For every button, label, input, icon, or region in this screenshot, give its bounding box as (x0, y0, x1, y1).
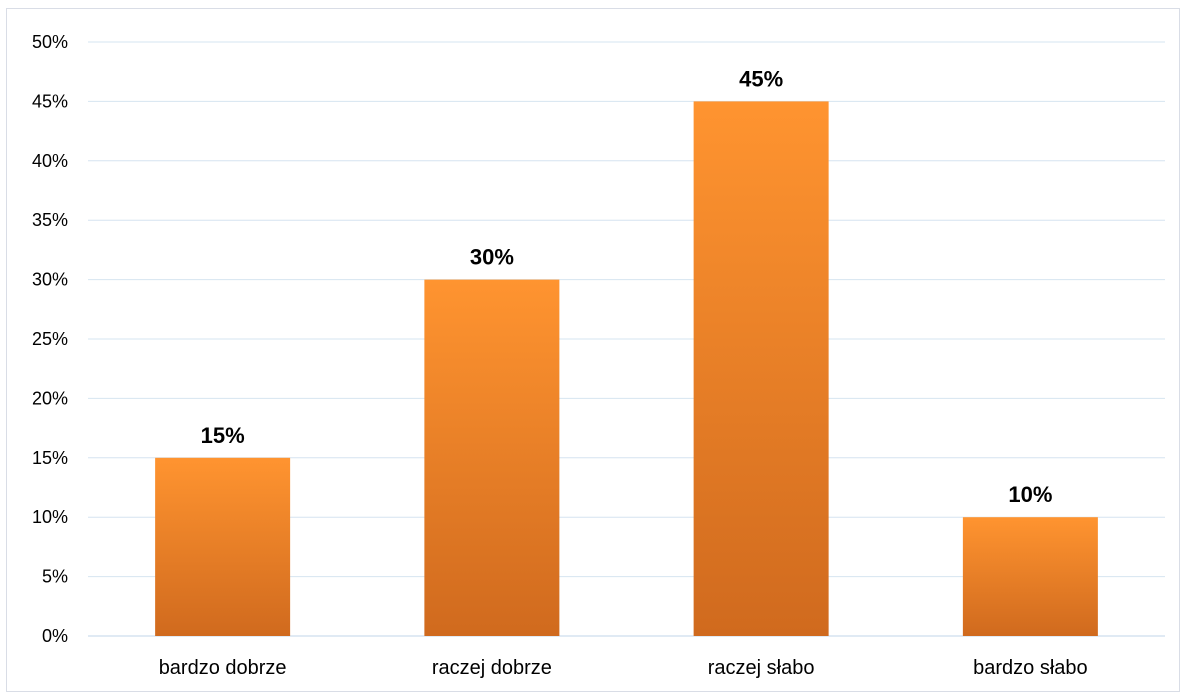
bar-value-label: 45% (739, 66, 783, 91)
y-tick-label: 45% (32, 91, 68, 111)
y-tick-label: 0% (42, 626, 68, 646)
bar-value-label: 15% (201, 423, 245, 448)
data-labels: 15% 30% 45% 10% (201, 66, 1053, 507)
x-category-label: raczej słabo (708, 657, 815, 679)
y-tick-label: 50% (32, 32, 68, 52)
bar (155, 457, 291, 636)
y-tick-label: 30% (32, 270, 68, 290)
y-tick-label: 20% (32, 388, 68, 408)
y-tick-label: 40% (32, 151, 68, 171)
bar (424, 279, 560, 636)
x-axis-category-labels: bardzo dobrze raczej dobrze raczej słabo ba… (159, 657, 1088, 679)
bar (962, 517, 1098, 636)
y-axis-tick-labels: 0% 5% 10% 15% 20% 25% 30% 35% 40% 45% 50% (32, 32, 68, 646)
x-category-label: bardzo dobrze (159, 657, 287, 679)
y-tick-label: 35% (32, 210, 68, 230)
y-tick-label: 10% (32, 507, 68, 527)
bars (155, 101, 1098, 636)
y-tick-label: 5% (42, 567, 68, 587)
x-category-label: raczej dobrze (432, 657, 552, 679)
x-category-label: bardzo słabo (973, 657, 1088, 679)
bar-value-label: 10% (1008, 482, 1052, 507)
bar-value-label: 30% (470, 245, 514, 270)
bar (693, 101, 829, 636)
y-tick-label: 15% (32, 448, 68, 468)
y-tick-label: 25% (32, 329, 68, 349)
